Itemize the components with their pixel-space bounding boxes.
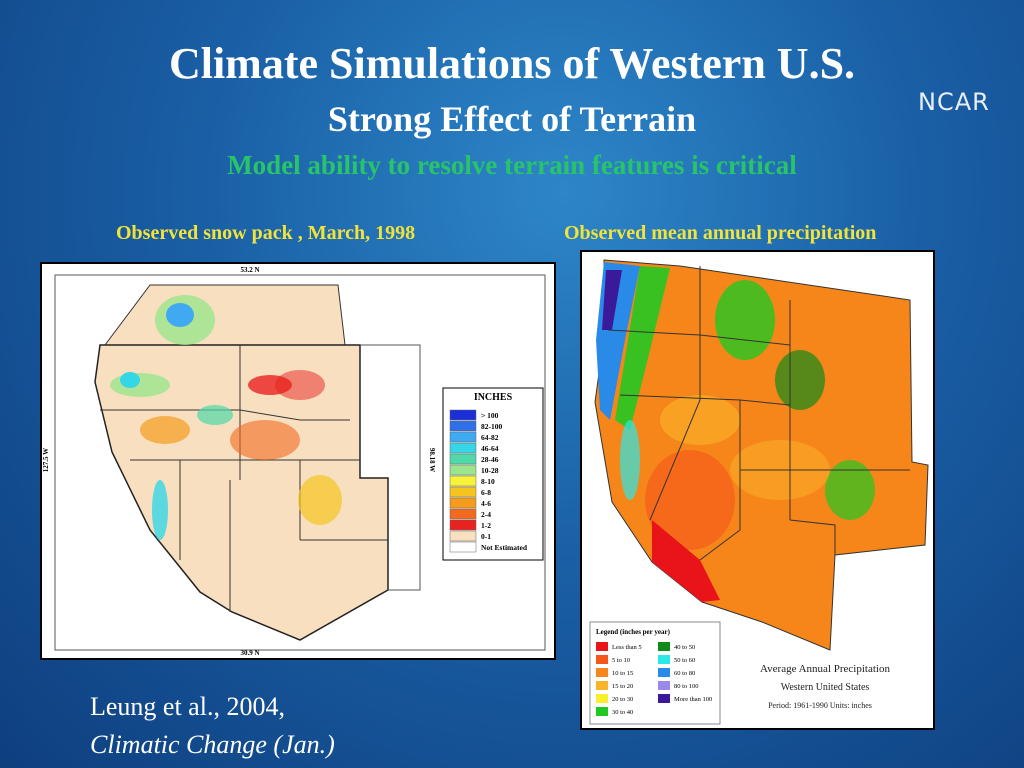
snow-legend: INCHES > 100 82-100 64-82 46-64 28-46 10-28 8-1… — [449, 392, 528, 553]
map-title: Average Annual Precipitation — [760, 663, 890, 675]
legend-swatch — [658, 655, 670, 664]
title: Climate Simulations of Western U.S. — [168, 39, 856, 88]
citation-line: Leung et al., 2004, — [90, 692, 285, 721]
legend-label: 50 to 60 — [674, 657, 695, 664]
map-label: 127.5 W — [42, 448, 50, 472]
legend-swatch — [449, 486, 477, 498]
legend-label: More than 100 — [674, 696, 712, 703]
legend-label: 1-2 — [481, 521, 491, 530]
legend-swatch — [596, 694, 608, 703]
legend-label: 80 to 100 — [674, 683, 699, 690]
legend-label: Less than 5 — [612, 644, 642, 651]
snow-map-border — [54, 274, 546, 651]
precip-patches — [596, 262, 875, 602]
legend-swatch — [449, 541, 477, 553]
legend-swatch — [449, 508, 477, 520]
legend-label: Not Estimated — [481, 543, 528, 552]
legend-label: 4-6 — [481, 499, 491, 508]
legend-swatch — [449, 453, 477, 465]
citation: Leung et al., 2004, Climatic Change (Jan… — [90, 688, 335, 764]
legend-swatch — [449, 530, 477, 542]
map-subtitle: Western United States — [781, 682, 870, 693]
tagline: Model ability to resolve terrain feature… — [227, 150, 797, 180]
legend-swatch — [449, 497, 477, 509]
legend-label: 60 to 80 — [674, 670, 695, 677]
snow-map-east — [360, 344, 421, 591]
legend-swatch — [449, 475, 477, 487]
legend-label: > 100 — [481, 411, 499, 420]
legend-label: 30 to 40 — [612, 709, 633, 716]
legend-label: 5 to 10 — [612, 657, 630, 664]
map-label: 98.18 W — [428, 448, 436, 472]
legend-label: 10-28 — [481, 466, 499, 475]
legend-label: 15 to 20 — [612, 683, 633, 690]
legend-swatch — [596, 681, 608, 690]
legend-swatch — [658, 681, 670, 690]
legend-swatch — [449, 464, 477, 476]
snow-patches — [110, 295, 342, 540]
legend-label: 2-4 — [481, 510, 491, 519]
map-label: 53.2 N — [240, 266, 259, 274]
precip-legend: Legend (inches per year) Less than 5 5 to … — [596, 628, 712, 716]
legend-swatch — [449, 420, 477, 432]
legend-swatch — [658, 694, 670, 703]
legend-swatch — [658, 668, 670, 677]
state-lines — [100, 345, 388, 612]
state-lines — [607, 266, 910, 561]
map-note: Period: 1961-1990 Units: inches — [768, 701, 872, 710]
legend-label: 6-8 — [481, 488, 491, 497]
caption: Observed snow pack , March, 1998 — [116, 222, 416, 244]
legend-swatch — [596, 655, 608, 664]
citation-line: Climatic Change (Jan.) — [90, 730, 335, 759]
caption: Observed mean annual precipitation — [564, 222, 877, 244]
legend-title: INCHES — [474, 392, 513, 403]
legend-label: 40 to 50 — [674, 644, 695, 651]
precip-legend-box — [589, 621, 721, 725]
legend-label: 10 to 15 — [612, 670, 633, 677]
legend-title: Legend (inches per year) — [596, 628, 671, 636]
legend-swatch — [449, 442, 477, 454]
legend-swatch — [596, 707, 608, 716]
map-label: 30.9 N — [240, 649, 259, 657]
legend-label: 46-64 — [481, 444, 499, 453]
subtitle: Strong Effect of Terrain — [327, 99, 697, 139]
legend-swatch — [449, 519, 477, 531]
legend-swatch — [596, 642, 608, 651]
legend-swatch — [658, 642, 670, 651]
legend-label: 64-82 — [481, 433, 499, 442]
legend-swatch — [596, 668, 608, 677]
legend-swatch — [449, 409, 477, 421]
legend-label: 28-46 — [481, 455, 499, 464]
legend-swatch — [449, 431, 477, 443]
legend-label: 8-10 — [481, 477, 495, 486]
legend-label: 82-100 — [481, 422, 502, 431]
legend-label: 0-1 — [481, 532, 491, 541]
legend-label: 20 to 30 — [612, 696, 633, 703]
logo: NCAR — [918, 88, 990, 116]
